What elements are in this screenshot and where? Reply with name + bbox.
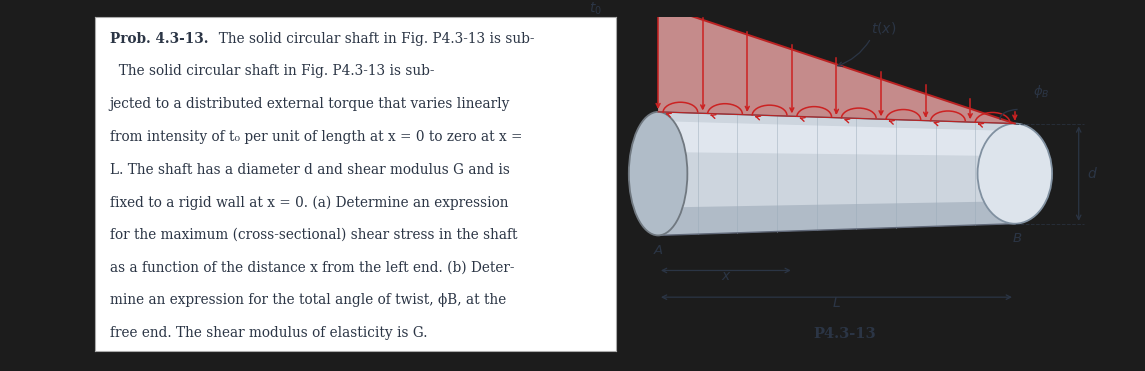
Polygon shape: [658, 5, 1014, 124]
Text: mine an expression for the total angle of twist, ϕB, at the: mine an expression for the total angle o…: [110, 293, 506, 308]
Text: jected to a distributed external torque that varies linearly: jected to a distributed external torque …: [110, 97, 510, 111]
Polygon shape: [658, 121, 1014, 156]
Ellipse shape: [978, 124, 1052, 224]
Text: as a function of the distance x from the left end. (b) Deter-: as a function of the distance x from the…: [110, 261, 514, 275]
Text: $A$: $A$: [653, 244, 664, 257]
Text: from intensity of t₀ per unit of length at x = 0 to zero at x =: from intensity of t₀ per unit of length …: [110, 130, 522, 144]
Ellipse shape: [629, 112, 687, 236]
Text: $t(x)$: $t(x)$: [871, 20, 897, 36]
Text: $\phi_B$: $\phi_B$: [1034, 83, 1050, 100]
Text: free end. The shear modulus of elasticity is G.: free end. The shear modulus of elasticit…: [110, 326, 427, 340]
Text: P4.3-13: P4.3-13: [813, 326, 876, 341]
Text: $B$: $B$: [1012, 232, 1022, 245]
Text: $t_0$: $t_0$: [589, 0, 602, 17]
Text: $d$: $d$: [1087, 166, 1098, 181]
Text: The solid circular shaft in Fig. P4.3-13 is sub-: The solid circular shaft in Fig. P4.3-13…: [210, 32, 535, 46]
Polygon shape: [658, 201, 1014, 235]
Polygon shape: [658, 112, 1014, 235]
Text: for the maximum (cross-sectional) shear stress in the shaft: for the maximum (cross-sectional) shear …: [110, 228, 518, 242]
Text: L. The shaft has a diameter d and shear modulus G and is: L. The shaft has a diameter d and shear …: [110, 162, 510, 177]
Text: fixed to a rigid wall at x = 0. (a) Determine an expression: fixed to a rigid wall at x = 0. (a) Dete…: [110, 196, 508, 210]
Text: The solid circular shaft in Fig. P4.3-13 is sub-: The solid circular shaft in Fig. P4.3-13…: [110, 65, 434, 78]
Text: Prob. 4.3-13.: Prob. 4.3-13.: [110, 32, 208, 46]
Text: $L$: $L$: [832, 296, 840, 310]
Text: $x$: $x$: [720, 269, 732, 283]
